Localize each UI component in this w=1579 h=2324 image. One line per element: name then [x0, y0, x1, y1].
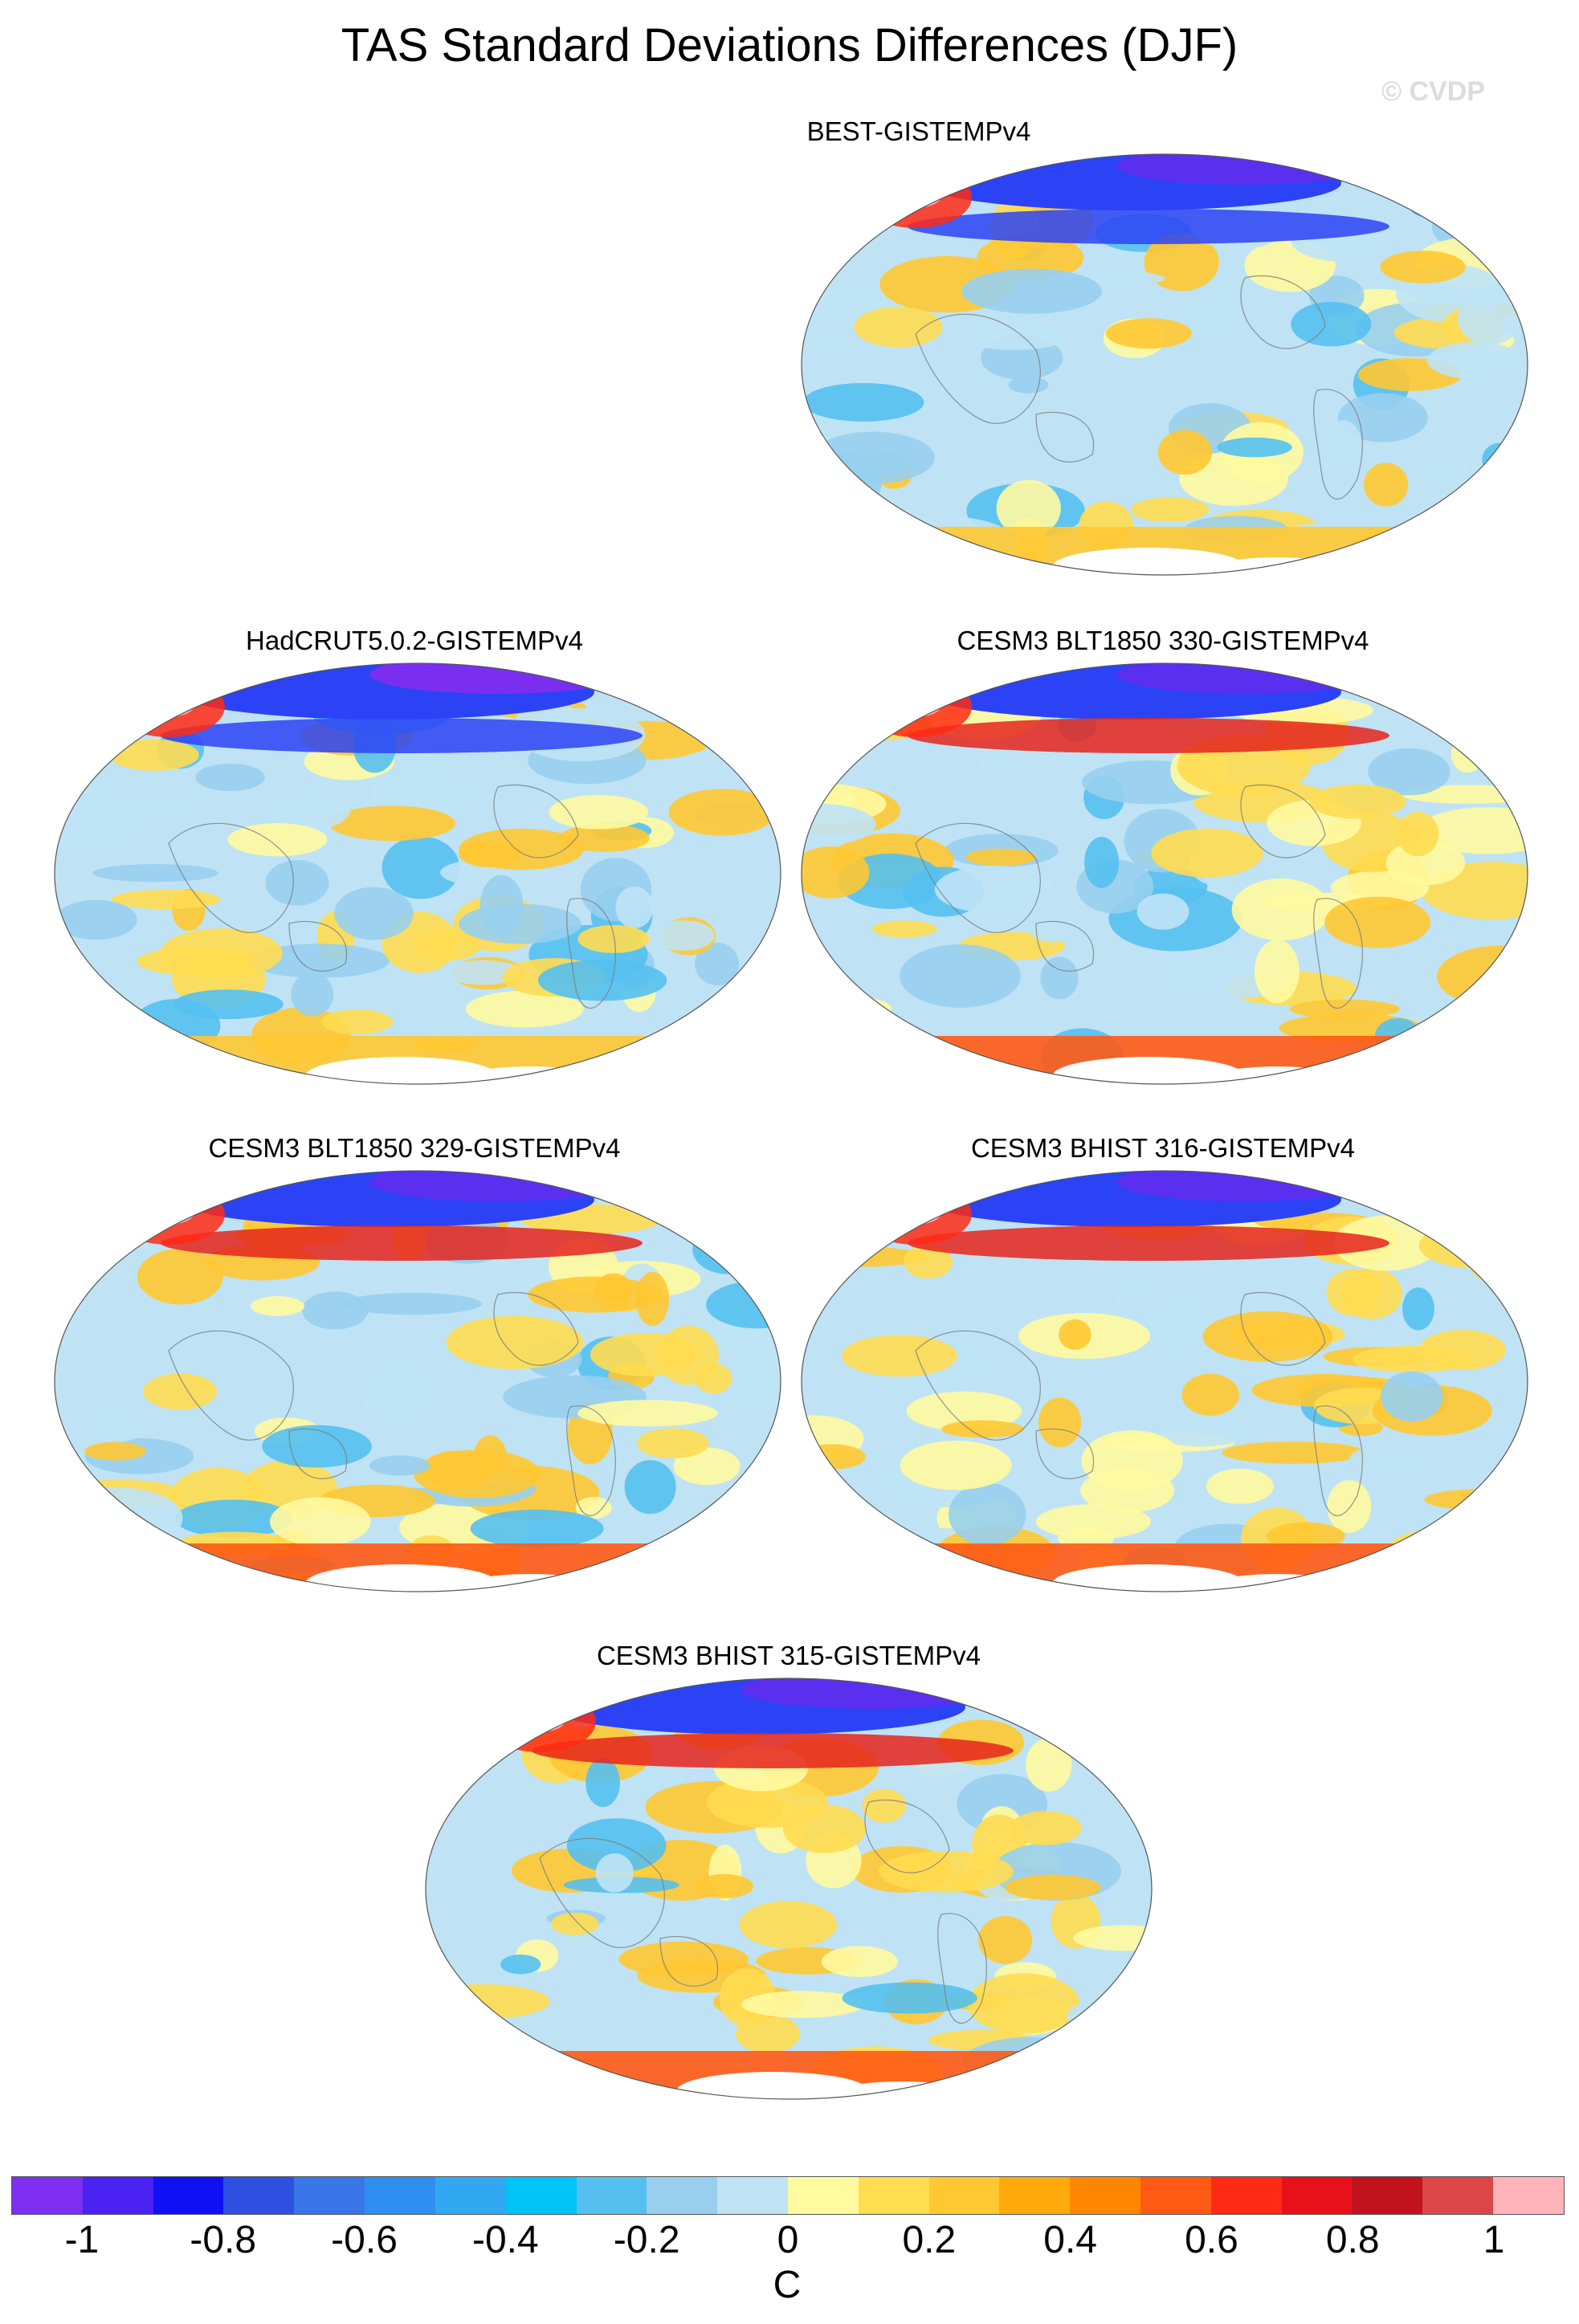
colorbar-swatch: [223, 2177, 295, 2214]
colorbar-tick-label: -0.6: [331, 2219, 398, 2261]
panel-title-blt330: CESM3 BLT1850 330-GISTEMPv4: [957, 626, 1369, 655]
colorbar-swatch: [787, 2177, 859, 2214]
colorbar-swatch: [1281, 2177, 1353, 2214]
colorbar-swatch: [647, 2177, 718, 2214]
colorbar-swatch: [12, 2177, 83, 2214]
colorbar-swatch: [999, 2177, 1071, 2214]
colorbar-swatch: [294, 2177, 365, 2214]
colorbar-swatch: [1422, 2177, 1494, 2214]
colorbar-swatch: [858, 2177, 929, 2214]
map-best: [801, 153, 1528, 576]
colorbar-swatch: [505, 2177, 577, 2214]
map-bhist315: [425, 1678, 1153, 2100]
colorbar-swatch: [365, 2177, 435, 2214]
map-blt329: [54, 1170, 781, 1592]
colorbar-swatch: [1140, 2177, 1211, 2214]
colorbar-unit-label: C: [773, 2264, 802, 2306]
colorbar-swatch: [1352, 2177, 1423, 2214]
colorbar-swatch: [1210, 2177, 1282, 2214]
colorbar-tick-label: 0.8: [1325, 2219, 1380, 2261]
colorbar-swatch: [82, 2177, 153, 2214]
colorbar-swatch: [576, 2177, 647, 2214]
colorbar-swatch: [153, 2177, 224, 2214]
colorbar-tick-label: 1: [1483, 2219, 1505, 2261]
panel-title-bhist315: CESM3 BHIST 315-GISTEMPv4: [596, 1641, 981, 1670]
colorbar-swatch: [435, 2177, 506, 2214]
colorbar-tick-label: 0.4: [1043, 2219, 1097, 2261]
figure-title: TAS Standard Deviations Differences (DJF…: [341, 19, 1238, 71]
panel-title-hadcrut: HadCRUT5.0.2-GISTEMPv4: [246, 626, 583, 655]
colorbar-tick-label: 0: [777, 2219, 799, 2261]
colorbar-tick-label: -0.8: [190, 2219, 257, 2261]
panel-title-best: BEST-GISTEMPv4: [806, 116, 1031, 146]
colorbar-swatch: [1493, 2177, 1564, 2214]
map-blt330: [801, 663, 1528, 1085]
colorbar-tick-label: 0.6: [1185, 2219, 1238, 2261]
colorbar-tick-label: -1: [64, 2219, 100, 2261]
colorbar-swatch: [1070, 2177, 1140, 2214]
colorbar-swatch: [928, 2177, 1000, 2214]
panel-title-blt329: CESM3 BLT1850 329-GISTEMPv4: [208, 1133, 621, 1163]
colorbar-tick-label: -0.2: [613, 2219, 680, 2261]
colorbar-swatch: [717, 2177, 788, 2214]
map-bhist316: [801, 1170, 1528, 1592]
colorbar: [11, 2176, 1565, 2215]
colorbar-tick-label: -0.4: [472, 2219, 539, 2261]
colorbar-tick-label: 0.2: [902, 2219, 957, 2261]
cvdp-watermark: © CVDP: [1381, 76, 1485, 107]
map-hadcrut: [54, 663, 781, 1085]
panel-title-bhist316: CESM3 BHIST 316-GISTEMPv4: [970, 1133, 1356, 1163]
